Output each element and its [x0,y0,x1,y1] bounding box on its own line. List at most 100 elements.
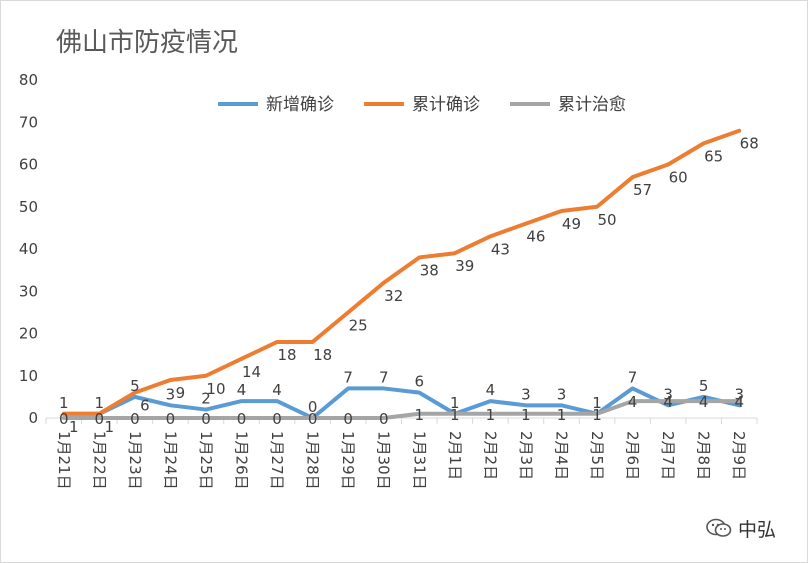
data-label: 18 [313,346,332,364]
x-axis: 1月21日 1月22日 1月23日 1月24日 1月25日 1月26日 1月27日 1月28日… [45,417,758,490]
data-label: 4 [663,393,673,411]
legend: 新增确诊 累计确诊 累计治愈 [218,95,626,115]
x-tick-label: 2月2日 [481,431,499,480]
y-tick-label: 80 [19,71,38,89]
data-label: 60 [669,169,688,187]
y-axis: 0 10 20 30 40 50 60 70 80 [19,71,38,427]
data-label: 32 [384,287,403,305]
x-tick-label: 1月24日 [161,431,179,490]
data-label: 1 [69,418,79,436]
y-tick-label: 70 [19,113,38,131]
data-label: 49 [562,215,581,233]
data-label: 0 [379,410,389,428]
data-label: 43 [491,240,510,258]
x-tick-label: 1月31日 [410,431,428,490]
data-label: 6 [140,397,150,415]
data-label: 1 [592,406,602,424]
x-tick-label: 1月21日 [55,431,73,490]
watermark-text: 中弘 [738,519,777,541]
series-lines [61,128,742,420]
data-label: 1 [486,406,496,424]
x-tick-label: 1月25日 [197,431,215,490]
data-label: 1 [95,394,105,412]
wechat-icon [706,518,732,543]
data-label: 39 [455,257,474,275]
data-label: 38 [420,261,439,279]
x-tick-label: 2月4日 [552,431,570,480]
data-label: 4 [237,381,247,399]
data-label: 14 [242,363,261,381]
y-tick-label: 60 [19,156,38,174]
data-label: 0 [237,410,247,428]
data-label: 5 [699,377,709,395]
y-tick-label: 20 [19,325,38,343]
x-tick-label: 2月8日 [695,431,713,480]
data-label: 9 [176,384,186,402]
data-label: 0 [201,410,211,428]
data-label: 3 [557,385,567,403]
data-label: 50 [597,211,616,229]
x-tick-label: 2月3日 [517,431,535,480]
data-label: 6 [415,373,425,391]
data-label: 4 [486,381,496,399]
y-tick-label: 40 [19,240,38,258]
data-label: 1 [415,406,425,424]
series-line-1 [61,386,742,420]
data-label: 1 [521,406,531,424]
data-label: 3 [166,385,176,403]
x-tick-label: 1月27日 [268,431,286,490]
legend-entry: 新增确诊 [266,95,334,115]
data-label: 0 [95,410,105,428]
data-label: 0 [308,398,318,416]
data-label: 25 [349,316,368,334]
x-tick-label: 2月9日 [730,431,748,480]
x-tick-label: 2月6日 [624,431,642,480]
data-label: 4 [628,393,638,411]
data-label: 1 [450,406,460,424]
x-tick-label: 1月30日 [375,431,393,490]
x-tick-label: 2月5日 [588,431,606,480]
series-line-3 [61,399,742,420]
x-tick-label: 2月7日 [659,431,677,480]
data-label: 3 [521,385,531,403]
y-tick-label: 10 [19,367,38,385]
x-tick-label: 1月23日 [126,431,144,490]
data-label: 0 [343,410,353,428]
data-label: 0 [130,410,140,428]
legend-entry: 累计确诊 [412,95,480,115]
x-tick-label: 2月1日 [446,431,464,480]
data-label: 1 [105,418,115,436]
data-label: 68 [740,135,759,153]
data-label: 46 [526,228,545,246]
data-label: 2 [201,390,211,408]
watermark: 中弘 [706,515,776,543]
data-label: 1 [59,394,69,412]
data-label: 3 [663,385,673,403]
data-label: 4 [734,393,744,411]
data-label: 7 [628,368,638,386]
y-tick-label: 0 [28,409,38,427]
data-label: 1 [592,394,602,412]
data-label: 65 [704,147,723,165]
data-label: 0 [272,410,282,428]
chart-title: 佛山市防疫情况 [56,28,239,58]
data-label: 57 [633,181,652,199]
y-tick-label: 50 [19,198,38,216]
data-label: 3 [734,385,744,403]
data-label: 7 [379,368,389,386]
data-label: 18 [278,346,297,364]
data-label: 1 [557,406,567,424]
legend-entry: 累计治愈 [558,95,626,115]
x-tick-label: 1月22日 [90,431,108,490]
data-label: 0 [166,410,176,428]
data-label: 0 [59,410,69,428]
data-label: 5 [130,377,140,395]
x-tick-label: 1月29日 [339,431,357,490]
data-label: 4 [272,381,282,399]
data-label: 4 [699,393,709,411]
series-line-2 [61,128,742,416]
x-tick-label: 1月28日 [304,431,322,490]
